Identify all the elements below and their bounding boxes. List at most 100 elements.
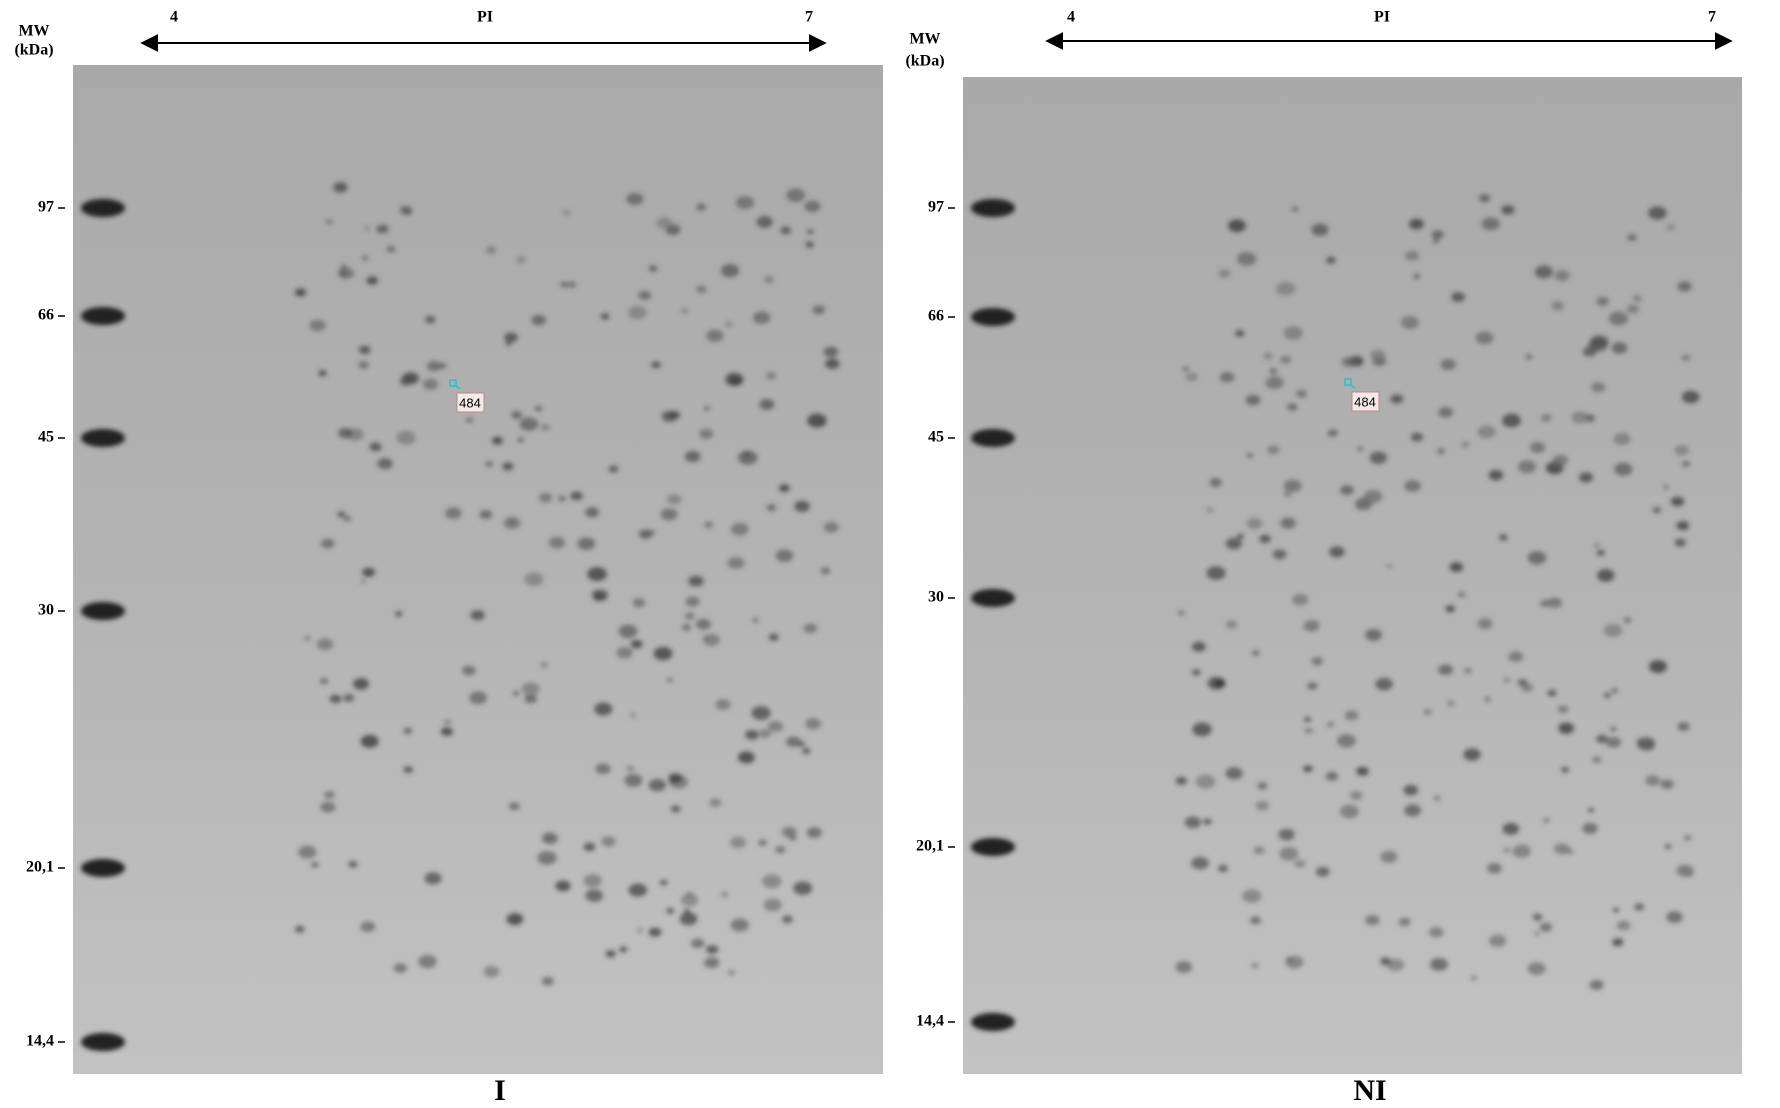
protein-spot bbox=[1191, 669, 1201, 676]
protein-spot bbox=[1488, 469, 1504, 481]
protein-spot bbox=[1265, 376, 1284, 390]
protein-spot bbox=[1387, 958, 1405, 972]
protein-spot bbox=[491, 436, 503, 445]
protein-spot bbox=[802, 748, 811, 754]
protein-spot bbox=[769, 634, 778, 641]
mw-tick-label: 14,4 bbox=[916, 1013, 944, 1030]
protein-spot bbox=[1191, 856, 1210, 870]
protein-spot bbox=[1283, 326, 1303, 340]
pi-label: PI bbox=[1374, 9, 1390, 26]
protein-spot bbox=[1380, 850, 1398, 863]
protein-spot bbox=[319, 677, 329, 685]
protein-spot bbox=[1363, 489, 1383, 504]
protein-spot bbox=[1503, 677, 1511, 683]
protein-spot bbox=[793, 881, 813, 895]
protein-spot bbox=[1681, 461, 1690, 467]
protein-spot bbox=[1184, 816, 1202, 829]
protein-spot bbox=[1596, 569, 1615, 582]
protein-spot bbox=[1502, 413, 1521, 428]
protein-spot bbox=[338, 267, 354, 279]
protein-spot bbox=[805, 241, 814, 248]
protein-spot bbox=[1676, 521, 1690, 531]
protein-spot bbox=[778, 484, 790, 492]
protein-spot bbox=[1175, 776, 1187, 785]
protein-spot bbox=[343, 694, 355, 703]
protein-spot bbox=[1610, 687, 1619, 694]
protein-spot bbox=[1292, 593, 1309, 606]
protein-spot bbox=[1429, 927, 1444, 938]
protein-spot bbox=[1596, 550, 1605, 556]
protein-spot bbox=[393, 963, 408, 973]
protein-spot bbox=[1327, 722, 1335, 727]
marker-band bbox=[81, 602, 125, 620]
protein-spot bbox=[1247, 453, 1253, 458]
protein-spot bbox=[1259, 534, 1271, 543]
spot-marker bbox=[449, 379, 461, 390]
protein-spot bbox=[483, 965, 500, 978]
protein-spot bbox=[1203, 818, 1212, 825]
protein-spot bbox=[1616, 920, 1631, 931]
protein-spot bbox=[585, 507, 600, 518]
protein-spot bbox=[1287, 403, 1298, 411]
protein-spot bbox=[656, 217, 673, 229]
protein-spot bbox=[512, 690, 520, 696]
protein-spot bbox=[364, 226, 370, 231]
protein-spot bbox=[1311, 657, 1323, 666]
protein-spot bbox=[469, 691, 487, 705]
protein-spot bbox=[690, 938, 705, 949]
protein-spot bbox=[1422, 708, 1433, 716]
protein-spot bbox=[424, 315, 436, 324]
protein-spot bbox=[360, 578, 366, 584]
protein-spot bbox=[727, 969, 736, 976]
marker-band bbox=[971, 199, 1015, 217]
protein-spot bbox=[1325, 771, 1339, 781]
protein-spot bbox=[1539, 922, 1553, 932]
protein-spot bbox=[587, 567, 607, 582]
protein-spot bbox=[534, 405, 543, 412]
protein-spot bbox=[1603, 623, 1623, 638]
protein-spot bbox=[1340, 485, 1354, 496]
marker-band bbox=[81, 307, 125, 325]
protein-spot bbox=[632, 598, 646, 608]
protein-spot bbox=[369, 442, 382, 452]
protein-spot bbox=[616, 646, 633, 659]
protein-spot bbox=[1681, 354, 1691, 362]
protein-spot bbox=[1557, 705, 1569, 714]
protein-spot bbox=[396, 430, 416, 445]
protein-spot bbox=[1242, 889, 1262, 903]
protein-spot bbox=[548, 536, 566, 549]
protein-spot bbox=[1206, 507, 1213, 513]
protein-spot bbox=[329, 694, 342, 704]
protein-spot bbox=[366, 276, 378, 285]
protein-spot bbox=[1303, 620, 1320, 632]
protein-spot bbox=[782, 826, 797, 838]
protein-spot bbox=[758, 839, 767, 846]
protein-spot bbox=[721, 891, 729, 897]
protein-spot bbox=[1499, 534, 1508, 541]
protein-spot bbox=[638, 290, 652, 300]
protein-spot bbox=[737, 450, 758, 465]
protein-spot bbox=[1344, 710, 1359, 721]
pi-label: 7 bbox=[805, 9, 813, 26]
protein-spot bbox=[426, 361, 442, 372]
protein-spot bbox=[758, 729, 772, 739]
protein-spot bbox=[462, 665, 476, 676]
protein-spot bbox=[651, 361, 661, 369]
protein-spot bbox=[1263, 352, 1273, 360]
protein-spot bbox=[583, 874, 602, 888]
protein-spot bbox=[1431, 230, 1444, 239]
protein-spot bbox=[605, 950, 616, 958]
protein-spot bbox=[311, 862, 319, 868]
protein-spot bbox=[1410, 432, 1424, 442]
protein-spot bbox=[1502, 822, 1520, 835]
protein-spot bbox=[804, 200, 821, 213]
protein-spot bbox=[424, 872, 442, 885]
protein-spot bbox=[1283, 479, 1302, 493]
protein-spot bbox=[377, 458, 393, 470]
protein-spot bbox=[1192, 722, 1212, 737]
mw-tick-label: 14,4 bbox=[26, 1033, 54, 1050]
protein-spot bbox=[1357, 446, 1364, 451]
protein-spot bbox=[703, 406, 710, 411]
protein-spot bbox=[1225, 537, 1243, 550]
protein-spot bbox=[540, 424, 550, 431]
